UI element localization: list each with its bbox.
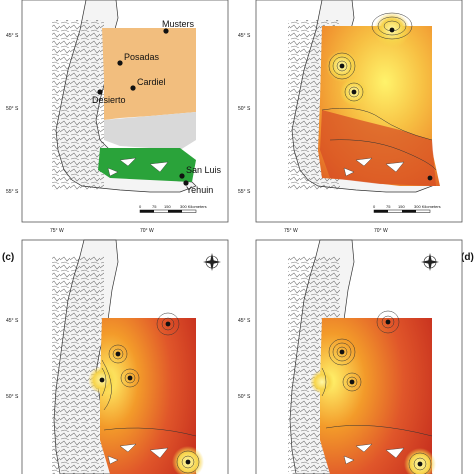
site-marker — [115, 351, 121, 357]
svg-text:0: 0 — [139, 204, 142, 209]
region-north — [102, 28, 196, 120]
svg-text:75: 75 — [152, 204, 157, 209]
site-marker — [339, 63, 345, 69]
lat-tick-c-0: 45° S — [6, 318, 19, 324]
contour-lines-b — [321, 12, 437, 171]
svg-text:San Luis: San Luis — [186, 165, 222, 175]
panel-b: 45° S 50° S 55° S 75° W 70° W 0 75 150 3… — [238, 0, 463, 234]
site-marker — [349, 379, 355, 385]
svg-text:150: 150 — [164, 204, 171, 209]
svg-text:Posadas: Posadas — [124, 52, 160, 62]
site-marker — [351, 89, 357, 95]
north-arrow-d — [421, 253, 439, 271]
svg-text:Yehuin: Yehuin — [186, 185, 213, 195]
north-arrow-c — [203, 253, 221, 271]
lat-tick-d-1: 50° S — [238, 394, 251, 400]
lat-tick-a-0: 45° S — [6, 33, 19, 39]
lat-tick-b-0: 45° S — [238, 33, 251, 39]
svg-text:300 Kilometers: 300 Kilometers — [414, 204, 441, 209]
heat-red-band-b — [320, 110, 436, 186]
hotspot — [310, 370, 334, 394]
panel-c: (c) 45° S 50° S — [2, 239, 229, 474]
heat-surface-d — [320, 318, 432, 474]
fjord-texture — [52, 20, 104, 190]
heat-surface-c — [100, 318, 196, 474]
svg-text:Musters: Musters — [162, 19, 195, 29]
lon-tick-a-1: 70° W — [140, 228, 154, 234]
site-desierto: Desierto — [92, 89, 126, 105]
lon-tick-b-1: 70° W — [374, 228, 388, 234]
lat-tick-b-2: 55° S — [238, 189, 251, 195]
lat-tick-d-0: 45° S — [238, 318, 251, 324]
lat-tick-c-1: 50° S — [6, 394, 19, 400]
site-marker — [427, 175, 433, 181]
svg-text:150: 150 — [398, 204, 405, 209]
site-yehuin: Yehuin — [183, 180, 213, 195]
svg-text:300 Kilometers: 300 Kilometers — [180, 204, 207, 209]
island-cuts — [343, 157, 405, 177]
contour-lines-d — [321, 310, 433, 474]
region-middle — [104, 112, 196, 150]
panel-a: 45° S 50° S 55° S 75° W 70° W Musters Po… — [6, 0, 229, 234]
lat-tick-a-2: 55° S — [6, 189, 19, 195]
hotspot — [404, 448, 436, 474]
lat-tick-b-1: 50° S — [238, 106, 251, 112]
site-marker — [389, 27, 395, 33]
fjord-texture — [52, 256, 104, 474]
panel-c-tag: (c) — [2, 252, 14, 263]
site-marker — [165, 321, 171, 327]
svg-text:Cardiel: Cardiel — [137, 77, 166, 87]
panel-d-tag: (d) — [461, 252, 474, 263]
site-cardiel: Cardiel — [130, 77, 166, 91]
lon-tick-b-0: 75° W — [284, 228, 298, 234]
scale-bar-a: 0 75 150 300 Kilometers — [139, 204, 207, 213]
island-cuts — [107, 157, 169, 177]
contour-lines-c — [101, 312, 200, 474]
site-musters: Musters — [162, 19, 195, 34]
panel-d: (d) 45° S 50° S — [238, 239, 474, 474]
scale-bar-b: 0 75 150 300 Kilometers — [373, 204, 441, 213]
island-cuts — [107, 443, 169, 465]
lat-tick-a-1: 50° S — [6, 106, 19, 112]
site-marker — [339, 349, 345, 355]
site-marker — [417, 461, 423, 467]
site-marker — [127, 375, 133, 381]
site-san-luis: San Luis — [179, 165, 222, 179]
site-marker — [185, 459, 191, 465]
region-south — [98, 148, 196, 182]
lon-tick-a-0: 75° W — [50, 228, 64, 234]
site-posadas: Posadas — [117, 52, 160, 66]
svg-text:Desierto: Desierto — [92, 95, 126, 105]
island-cuts — [343, 443, 405, 465]
site-marker — [385, 319, 391, 325]
site-marker — [99, 377, 105, 383]
svg-text:0: 0 — [373, 204, 376, 209]
svg-text:75: 75 — [386, 204, 391, 209]
